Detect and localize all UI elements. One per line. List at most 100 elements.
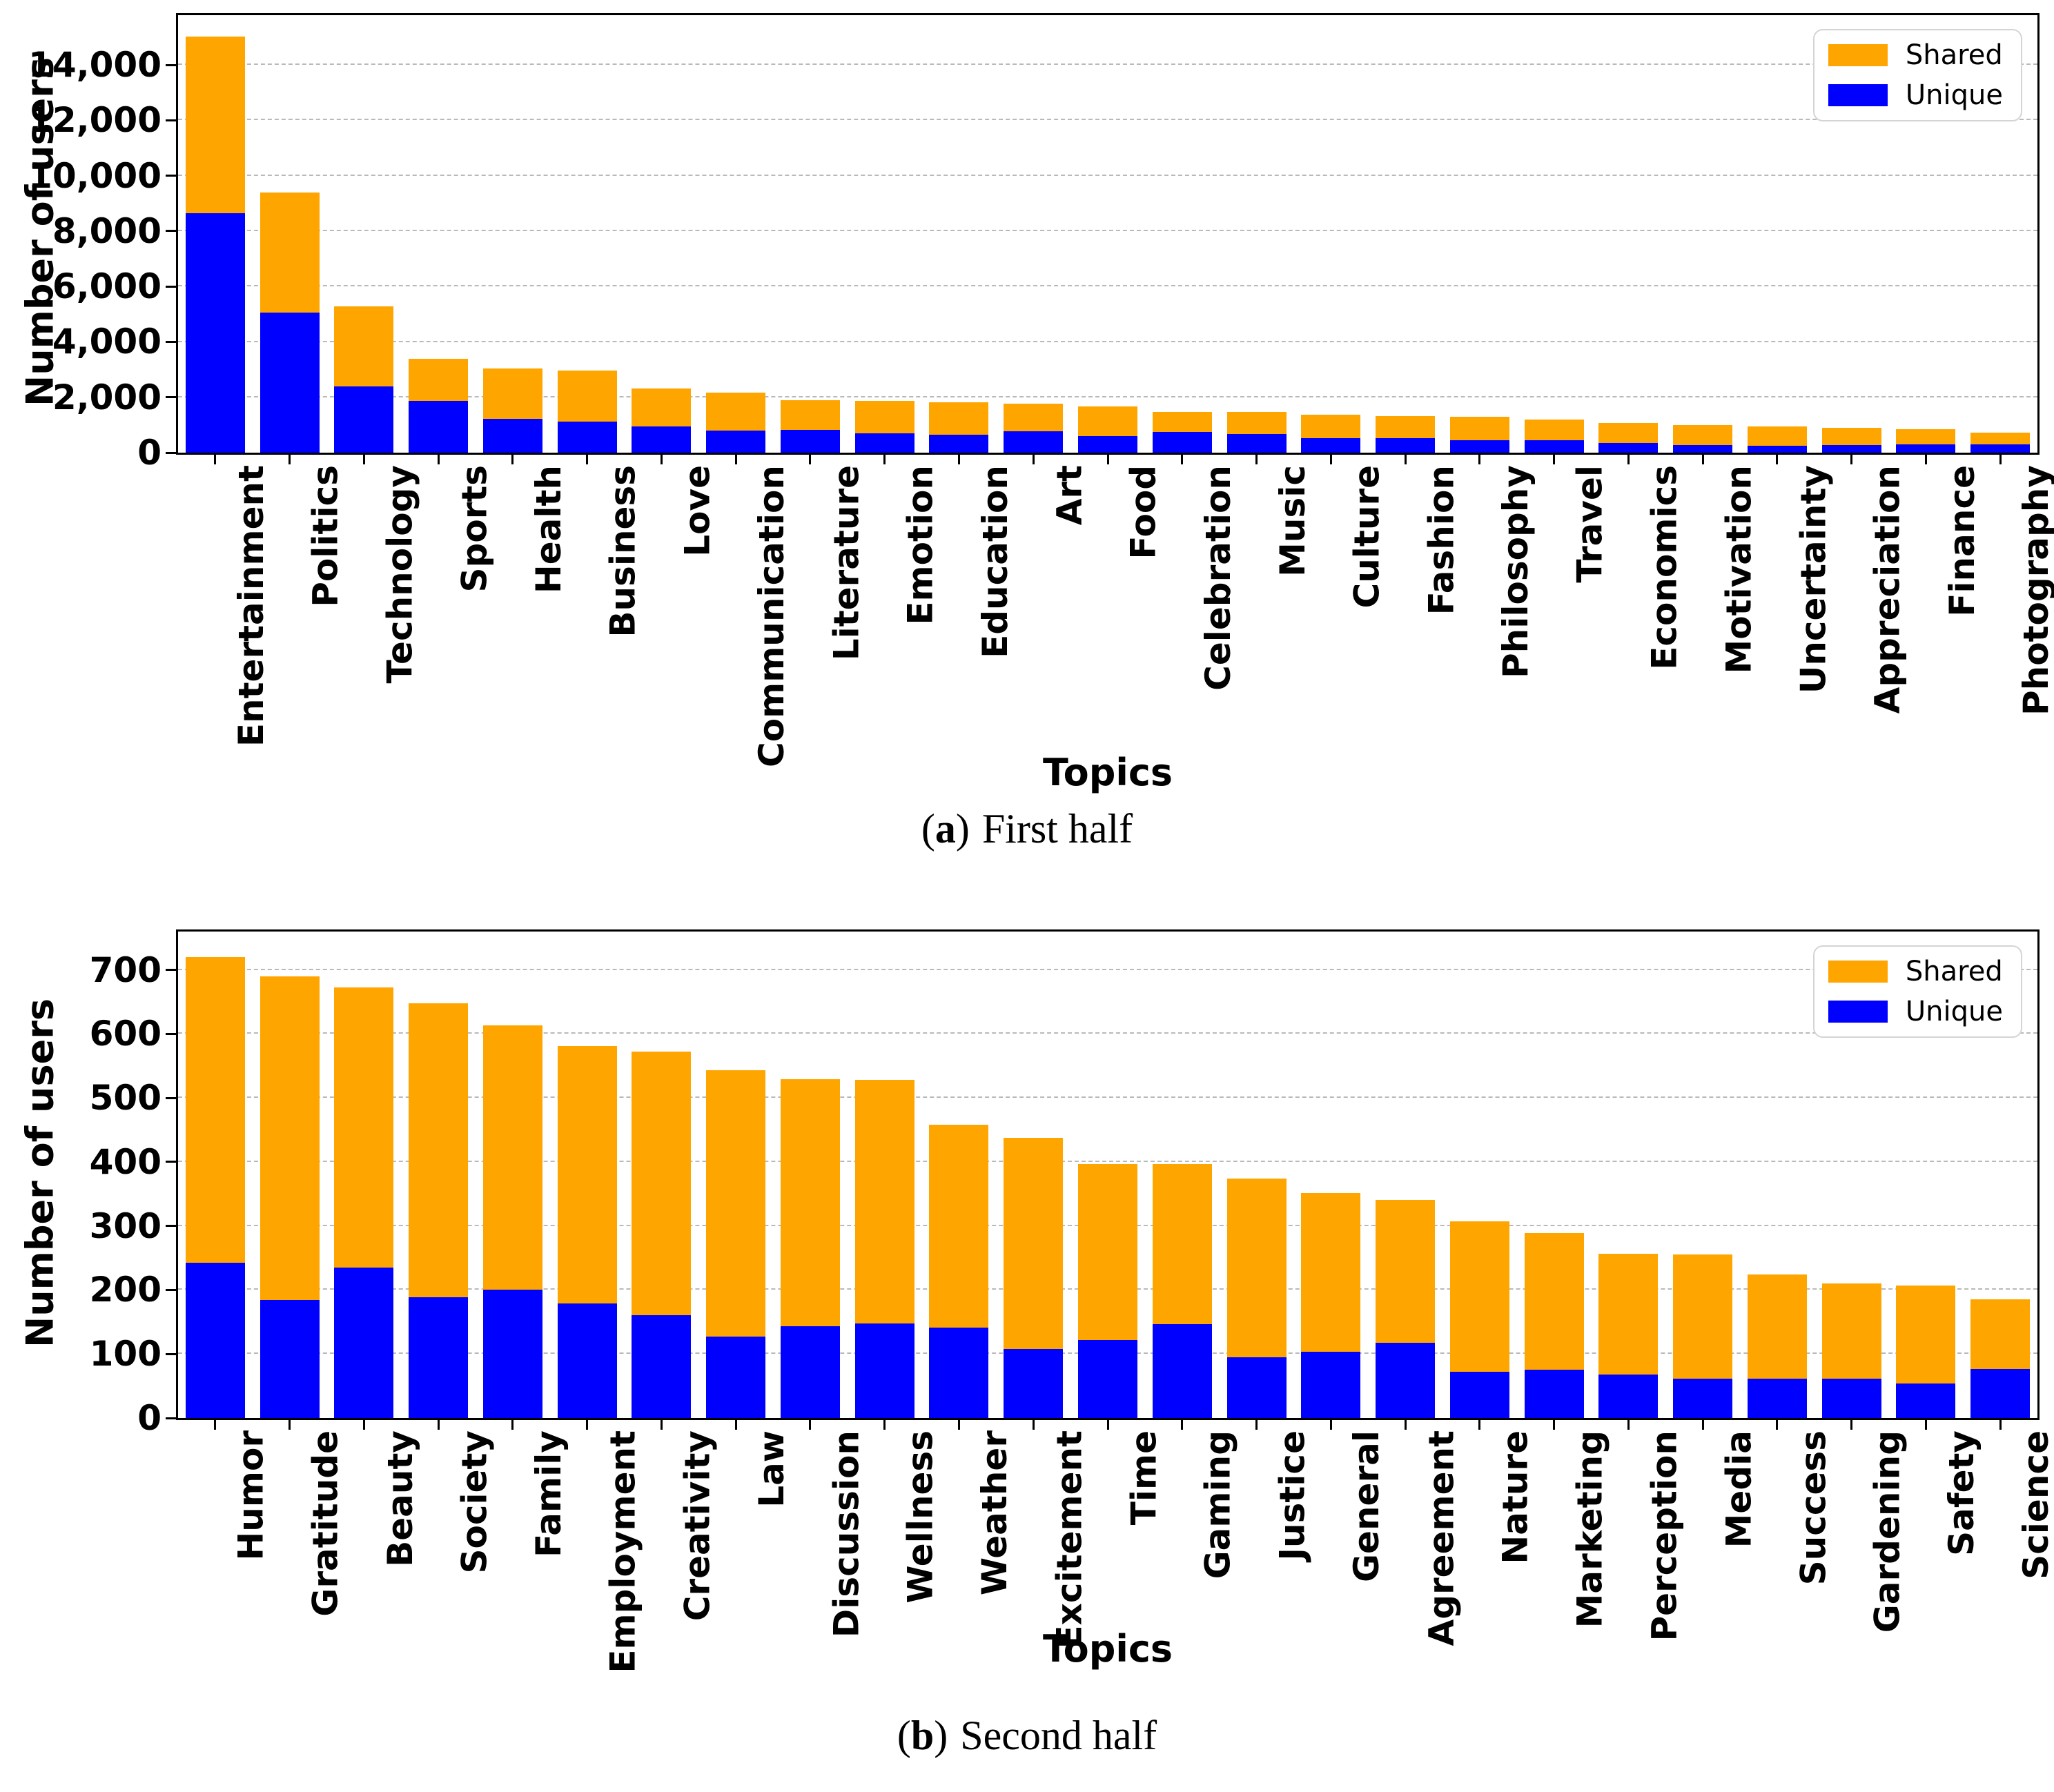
bar-segment-shared-employment [557,1046,617,1303]
x-tick [1999,1420,2002,1430]
x-tick [734,455,737,464]
bar-segment-shared-business [557,371,617,422]
bar-segment-unique-gratitude [260,1300,320,1418]
x-tick-label-art: Art [1049,465,1090,526]
bar-media [1673,1254,1733,1418]
bar-education [929,402,989,453]
caption-b-paren-open: ( [897,1713,911,1758]
x-tick [660,1420,663,1430]
legend-label-shared: Shared [1905,956,2003,987]
x-tick [214,1420,217,1430]
gridline [178,119,2037,121]
x-tick [511,455,514,464]
bar-segment-shared-politics [260,192,320,313]
bar-segment-shared-beauty [334,987,394,1268]
x-tick-label-marketing: Marketing [1569,1430,1610,1628]
x-tick-label-travel: Travel [1569,465,1610,583]
bar-entertainment [185,37,245,453]
bar-segment-shared-weather [929,1125,989,1328]
x-tick [1255,1420,1258,1430]
x-tick [1404,1420,1407,1430]
bar-segment-unique-communication [706,430,766,453]
x-tick [586,1420,589,1430]
bar-segment-shared-emotion [854,400,914,433]
x-tick-label-gardening: Gardening [1867,1430,1908,1633]
x-tick [1478,455,1481,464]
bar-segment-shared-success [1747,1274,1807,1379]
x-tick [1404,455,1407,464]
y-tick [166,1225,176,1228]
bar-creativity [632,1052,692,1418]
bar-segment-unique-food [1078,435,1137,453]
bar-segment-unique-perception [1598,1374,1659,1418]
bar-segment-unique-marketing [1524,1370,1584,1418]
x-tick-label-agreement: Agreement [1421,1430,1462,1646]
caption-a-paren-close: ) [955,806,970,851]
bar-beauty [334,987,394,1418]
x-tick-label-wellness: Wellness [900,1430,941,1604]
caption-b-letter: b [910,1713,935,1758]
bar-segment-shared-love [632,388,692,426]
bar-nature [1449,1221,1509,1418]
x-tick-label-politics: Politics [305,465,346,607]
x-tick-label-science: Science [2016,1430,2054,1579]
y-tick-label: 8,000 [52,210,162,251]
bar-uncertainty [1747,426,1807,453]
x-tick-label-humor: Humor [231,1430,271,1561]
bar-excitement [1004,1137,1064,1418]
bar-segment-unique-fashion [1376,437,1436,453]
y-tick [166,285,176,288]
legend-item-shared: Shared [1828,956,2003,987]
bar-segment-unique-time [1078,1339,1137,1418]
x-tick-label-sports: Sports [454,465,495,593]
y-tick-label: 0 [137,1398,162,1438]
x-tick [957,455,960,464]
bar-segment-shared-excitement [1004,1137,1064,1349]
bar-sports [409,358,469,453]
bar-segment-unique-humor [185,1262,245,1418]
x-tick [1850,1420,1853,1430]
x-tick [660,455,663,464]
bar-segment-shared-health [482,368,542,419]
bar-segment-unique-technology [334,386,394,453]
x-tick-label-appreciation: Appreciation [1867,465,1908,714]
bar-marketing [1524,1232,1584,1418]
x-tick-label-time: Time [1124,1430,1164,1526]
bar-family [482,1025,542,1418]
x-tick [1553,1420,1556,1430]
x-tick [362,455,365,464]
x-tick [437,455,440,464]
bar-segment-unique-finance [1896,444,1956,453]
bar-philosophy [1449,416,1509,453]
gridline [178,340,2037,342]
bar-segment-unique-love [632,426,692,453]
gridline [178,63,2037,66]
bar-communication [706,392,766,453]
x-tick [1701,455,1704,464]
bar-segment-shared-creativity [632,1052,692,1315]
x-tick-label-culture: Culture [1347,465,1387,609]
x-tick [586,455,589,464]
x-tick [734,1420,737,1430]
x-tick [1329,1420,1332,1430]
x-tick [511,1420,514,1430]
x-tick-label-creativity: Creativity [677,1430,718,1622]
y-tick-label: 6,000 [52,266,162,307]
y-tick [166,340,176,343]
shared-swatch-icon [1828,961,1888,983]
x-axis-title-a: Topics [1042,751,1173,794]
bar-segment-shared-education [929,402,989,435]
y-tick [166,1096,176,1099]
x-tick [1627,1420,1630,1430]
bar-segment-unique-emotion [854,433,914,453]
x-tick [437,1420,440,1430]
bar-employment [557,1046,617,1418]
y-tick-label: 300 [89,1205,162,1246]
bar-segment-shared-art [1004,403,1064,432]
bar-gardening [1821,1283,1881,1418]
plot-area-first-half: Shared Unique [176,13,2040,455]
gridline [178,1032,2037,1034]
bar-segment-shared-science [1970,1299,2031,1369]
x-tick [1553,455,1556,464]
caption-a-letter: a [935,806,956,851]
